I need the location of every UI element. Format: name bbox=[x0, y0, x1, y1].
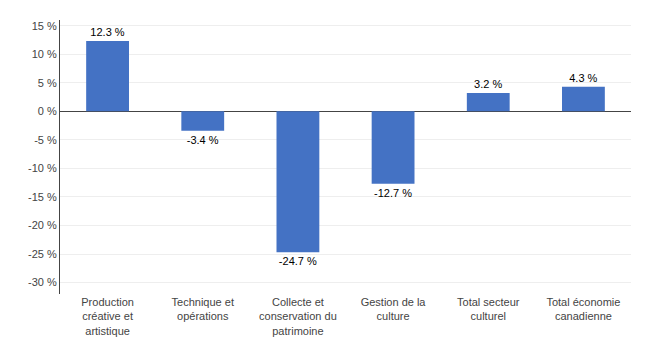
svg-text:-25 %: -25 % bbox=[28, 248, 57, 260]
svg-text:Productioncréative etartistiqu: Productioncréative etartistique bbox=[81, 296, 134, 337]
svg-text:-24.7 %: -24.7 % bbox=[279, 255, 317, 267]
svg-text:3.2 %: 3.2 % bbox=[474, 78, 502, 90]
svg-text:0 %: 0 % bbox=[38, 105, 57, 117]
svg-text:Total secteurculturel: Total secteurculturel bbox=[457, 296, 520, 322]
svg-text:5 %: 5 % bbox=[38, 77, 57, 89]
svg-text:-12.7 %: -12.7 % bbox=[374, 187, 412, 199]
svg-text:Collecte etconservation dupatr: Collecte etconservation dupatrimoine bbox=[259, 296, 337, 337]
svg-text:-3.4 %: -3.4 % bbox=[187, 134, 219, 146]
svg-text:4.3 %: 4.3 % bbox=[569, 72, 597, 84]
svg-text:12.3 %: 12.3 % bbox=[90, 26, 124, 38]
svg-text:-5 %: -5 % bbox=[34, 134, 57, 146]
svg-text:-10 %: -10 % bbox=[28, 162, 57, 174]
svg-text:Gestion de laculture: Gestion de laculture bbox=[361, 296, 427, 322]
svg-text:-20 %: -20 % bbox=[28, 219, 57, 231]
svg-text:-30 %: -30 % bbox=[28, 276, 57, 288]
svg-text:15 %: 15 % bbox=[32, 20, 57, 32]
svg-text:Total économiecanadienne: Total économiecanadienne bbox=[546, 296, 620, 322]
svg-text:Technique etopérations: Technique etopérations bbox=[172, 296, 234, 322]
svg-text:10 %: 10 % bbox=[32, 48, 57, 60]
svg-text:-15 %: -15 % bbox=[28, 191, 57, 203]
